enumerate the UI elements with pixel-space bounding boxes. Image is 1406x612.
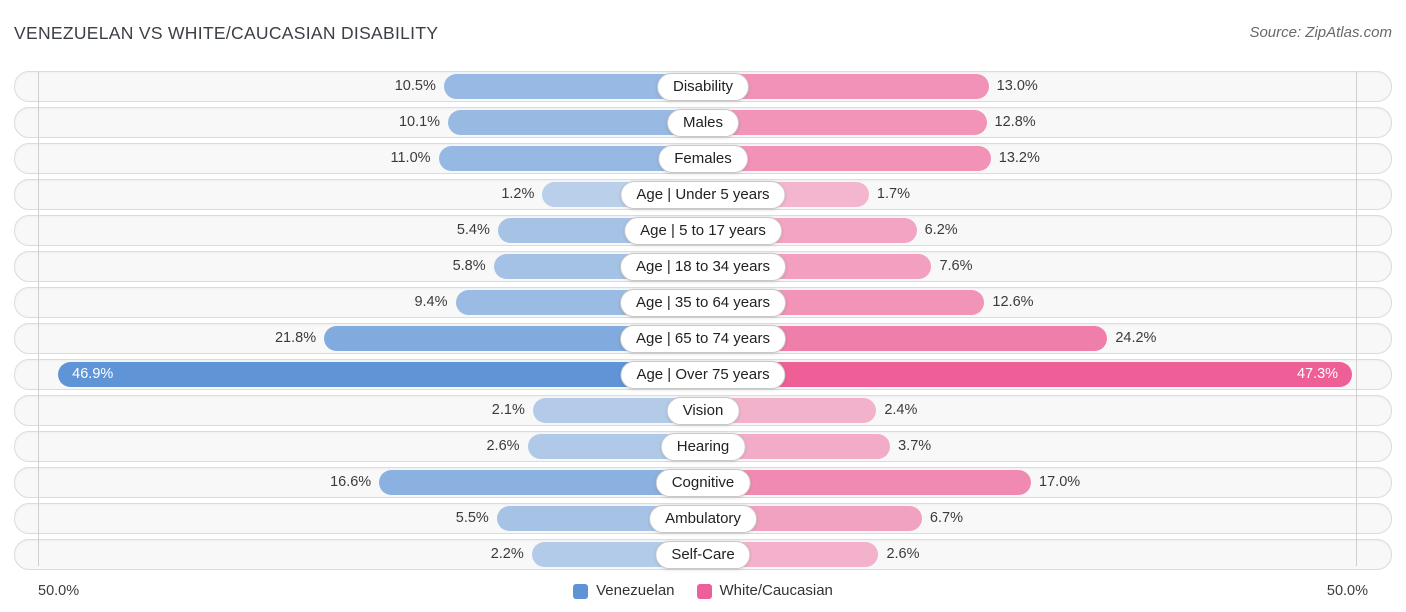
category-label: Cognitive <box>655 468 751 497</box>
legend: Venezuelan White/Caucasian <box>14 576 1392 606</box>
venezuelan-bar <box>58 362 703 387</box>
chart-area: 10.5% 13.0% Disability 10.1% 12.8% Males… <box>14 71 1392 570</box>
chart-rows: 10.5% 13.0% Disability 10.1% 12.8% Males… <box>14 71 1392 570</box>
white-caucasian-value: 6.7% <box>929 510 963 526</box>
venezuelan-bar <box>379 470 703 495</box>
white-caucasian-value: 17.0% <box>1039 474 1081 490</box>
venezuelan-value: 9.4% <box>414 294 448 310</box>
venezuelan-value: 21.8% <box>274 330 317 346</box>
source-credit: Source: ZipAtlas.com <box>1249 24 1392 41</box>
venezuelan-value: 1.2% <box>501 186 535 202</box>
white-caucasian-bar <box>703 146 991 171</box>
category-label: Age | 35 to 64 years <box>620 288 786 317</box>
left-axis-gridline <box>38 71 39 566</box>
category-label: Age | 5 to 17 years <box>624 216 782 245</box>
white-caucasian-value: 12.8% <box>994 114 1036 130</box>
category-label: Ambulatory <box>649 504 757 533</box>
venezuelan-value: 5.5% <box>455 510 489 526</box>
chart-row: 5.5% 6.7% Ambulatory <box>14 503 1392 534</box>
white-caucasian-value: 2.4% <box>884 402 918 418</box>
venezuelan-value: 16.6% <box>330 474 372 490</box>
category-label: Females <box>658 144 748 173</box>
legend-label: Venezuelan <box>596 582 675 599</box>
legend-label: White/Caucasian <box>719 582 833 599</box>
white-caucasian-value: 2.6% <box>886 546 920 562</box>
white-caucasian-bar <box>703 470 1032 495</box>
venezuelan-value: 10.5% <box>394 78 436 94</box>
venezuelan-value: 5.4% <box>456 222 490 238</box>
chart-header: VENEZUELAN VS WHITE/CAUCASIAN DISABILITY… <box>0 0 1406 45</box>
category-label: Disability <box>656 72 750 101</box>
venezuelan-value: 10.1% <box>398 114 441 130</box>
venezuelan-bar <box>448 110 703 135</box>
venezuelan-value: 2.2% <box>490 546 524 562</box>
white-caucasian-bar <box>703 110 987 135</box>
chart-row: 11.0% 13.2% Females <box>14 143 1392 174</box>
category-label: Males <box>666 108 740 137</box>
legend-swatch-icon <box>696 583 712 599</box>
page-title: VENEZUELAN VS WHITE/CAUCASIAN DISABILITY <box>14 23 439 43</box>
legend-swatch-icon <box>573 583 589 599</box>
chart-row: 1.2% 1.7% Age | Under 5 years <box>14 179 1392 210</box>
category-label: Hearing <box>660 432 746 461</box>
venezuelan-value: 5.8% <box>452 258 486 274</box>
category-label: Age | Over 75 years <box>620 360 786 389</box>
category-label: Age | 18 to 34 years <box>620 252 786 281</box>
category-label: Age | 65 to 74 years <box>620 324 786 353</box>
right-axis-gridline <box>1356 71 1357 566</box>
chart-row: 2.6% 3.7% Hearing <box>14 431 1392 462</box>
white-caucasian-value: 7.6% <box>939 258 973 274</box>
chart-row: 9.4% 12.6% Age | 35 to 64 years <box>14 287 1392 318</box>
white-caucasian-value: 13.0% <box>996 78 1038 94</box>
legend-item-white-caucasian: White/Caucasian <box>696 576 833 606</box>
axis-label-right: 50.0% <box>1326 583 1368 599</box>
chart-row: 21.8% 24.2% Age | 65 to 74 years <box>14 323 1392 354</box>
venezuelan-value: 46.9% <box>72 366 114 382</box>
chart-row: 2.2% 2.6% Self-Care <box>14 539 1392 570</box>
white-caucasian-bar <box>703 74 989 99</box>
white-caucasian-value: 13.2% <box>998 150 1040 166</box>
white-caucasian-value: 3.7% <box>898 438 932 454</box>
category-label: Vision <box>666 396 740 425</box>
chart-row: 2.1% 2.4% Vision <box>14 395 1392 426</box>
chart-row: 5.4% 6.2% Age | 5 to 17 years <box>14 215 1392 246</box>
venezuelan-value: 2.1% <box>491 402 525 418</box>
white-caucasian-value: 47.3% <box>1296 366 1339 382</box>
chart-footer: 50.0% Venezuelan White/Caucasian 50.0% <box>14 576 1392 606</box>
chart-row: 46.9% 47.3% Age | Over 75 years <box>14 359 1392 390</box>
venezuelan-value: 2.6% <box>486 438 520 454</box>
axis-label-left: 50.0% <box>38 583 80 599</box>
chart-row: 16.6% 17.0% Cognitive <box>14 467 1392 498</box>
white-caucasian-value: 24.2% <box>1115 330 1157 346</box>
white-caucasian-bar <box>703 362 1353 387</box>
chart-row: 5.8% 7.6% Age | 18 to 34 years <box>14 251 1392 282</box>
chart-row: 10.1% 12.8% Males <box>14 107 1392 138</box>
venezuelan-value: 11.0% <box>390 150 431 166</box>
white-caucasian-value: 6.2% <box>924 222 958 238</box>
category-label: Self-Care <box>655 540 751 569</box>
chart-row: 10.5% 13.0% Disability <box>14 71 1392 102</box>
white-caucasian-value: 12.6% <box>992 294 1034 310</box>
category-label: Age | Under 5 years <box>620 180 786 209</box>
white-caucasian-value: 1.7% <box>876 186 910 202</box>
legend-item-venezuelan: Venezuelan <box>573 576 675 606</box>
